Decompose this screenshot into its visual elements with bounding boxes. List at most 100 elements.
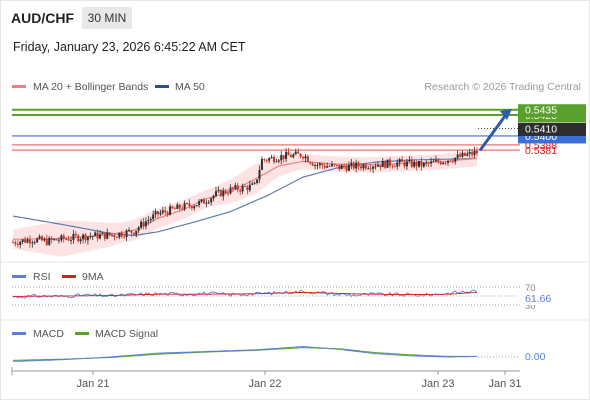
candle-body [401, 159, 404, 162]
candle-body [246, 186, 249, 191]
trend-arrow-shaft [478, 111, 510, 152]
candle-body [364, 164, 367, 169]
candle-body [466, 153, 469, 156]
candle-body [239, 190, 242, 192]
candle-body [287, 151, 290, 156]
candle-body [321, 163, 324, 166]
candle-body [176, 204, 179, 209]
candle-body [355, 162, 358, 169]
candle-body [55, 239, 58, 241]
candle-body [258, 169, 261, 180]
candle-body [442, 162, 445, 165]
candle-body [236, 185, 239, 191]
candle-body [299, 153, 302, 157]
candle-body [280, 155, 283, 161]
rsi-ma-legend-swatch [62, 275, 76, 278]
candle-body [241, 185, 244, 192]
candle-body [82, 234, 85, 240]
macd-legend-swatch [12, 332, 26, 335]
candle-body [270, 156, 273, 159]
candle-body [343, 165, 346, 168]
candle-body [328, 166, 331, 168]
candle-body [224, 190, 227, 194]
candle-body [173, 208, 176, 210]
candle-body [193, 206, 196, 209]
level-label-bg [518, 104, 586, 118]
credit-label: Research © 2026 Trading Central [424, 81, 581, 93]
candle-body [413, 161, 416, 167]
candle-body [396, 162, 399, 167]
rsi-legend-swatch [12, 275, 26, 278]
candle-body [103, 232, 106, 239]
rsi-legend: RSI 9MA [12, 271, 104, 283]
candle-body [91, 236, 94, 237]
candle-body [86, 236, 89, 241]
candle-body [418, 160, 420, 167]
candle-body [188, 203, 191, 207]
candle-body [43, 238, 46, 241]
candle-body [229, 187, 232, 194]
candle-body [456, 154, 459, 158]
candle-body [244, 185, 246, 187]
candle-body [333, 164, 336, 165]
x-axis-tick-label: Jan 21 [76, 378, 109, 390]
candle-body [309, 161, 312, 164]
candle-body [297, 151, 300, 154]
candle-body [381, 160, 384, 168]
candle-body [99, 234, 101, 239]
x-axis-tick-label: Jan 22 [248, 378, 281, 390]
level-label-text: 0.5381 [525, 145, 557, 157]
macd-value-label: 0.00 [525, 351, 546, 363]
candle-body [130, 230, 133, 233]
rsi-legend-label: RSI [33, 271, 51, 283]
candle-body [118, 232, 121, 238]
candle-body [128, 230, 130, 231]
candle-body [427, 162, 430, 164]
candle-body [72, 233, 75, 240]
candle-body [79, 239, 82, 242]
candle-body [219, 189, 222, 197]
candle-body [405, 161, 408, 167]
candle-body [350, 162, 353, 165]
candle-body [253, 182, 256, 184]
ma50-legend-label: MA 50 [175, 81, 205, 93]
timeframe-button[interactable]: 30 MIN [82, 7, 132, 29]
candle-body [26, 239, 29, 243]
candle-body [41, 236, 43, 241]
candle-body [256, 179, 259, 183]
bollinger-band-fill [13, 150, 477, 257]
candle-body [101, 232, 104, 235]
candle-body [89, 236, 92, 238]
candle-body [132, 232, 135, 235]
candle-body [171, 206, 174, 209]
macd-signal-legend-label: MACD Signal [95, 328, 158, 340]
candle-body [205, 202, 208, 204]
candle-body [471, 151, 474, 155]
candle-body [468, 151, 471, 154]
x-axis-tick-label: Jan 31 [488, 378, 521, 390]
candle-body [386, 159, 389, 168]
candle-body [398, 159, 401, 163]
candle-body [147, 220, 150, 222]
candle-body [425, 162, 428, 164]
candle-body [410, 159, 413, 167]
candle-body [111, 235, 114, 236]
candle-body [282, 155, 285, 159]
candle-body [285, 151, 288, 159]
candle-body [50, 237, 53, 240]
candle-body [19, 241, 22, 245]
candle-body [338, 164, 341, 170]
candle-body [473, 150, 476, 155]
candle-body [94, 232, 97, 237]
candle-body [120, 232, 123, 237]
candle-body [331, 164, 333, 167]
candle-body [169, 206, 172, 215]
candle-body [251, 183, 254, 185]
candle-body [96, 232, 99, 239]
candle-body [248, 184, 251, 191]
candle-body [38, 236, 41, 239]
rsi-ma-line [13, 291, 478, 297]
candle-body [362, 164, 365, 169]
candle-body [451, 161, 454, 163]
